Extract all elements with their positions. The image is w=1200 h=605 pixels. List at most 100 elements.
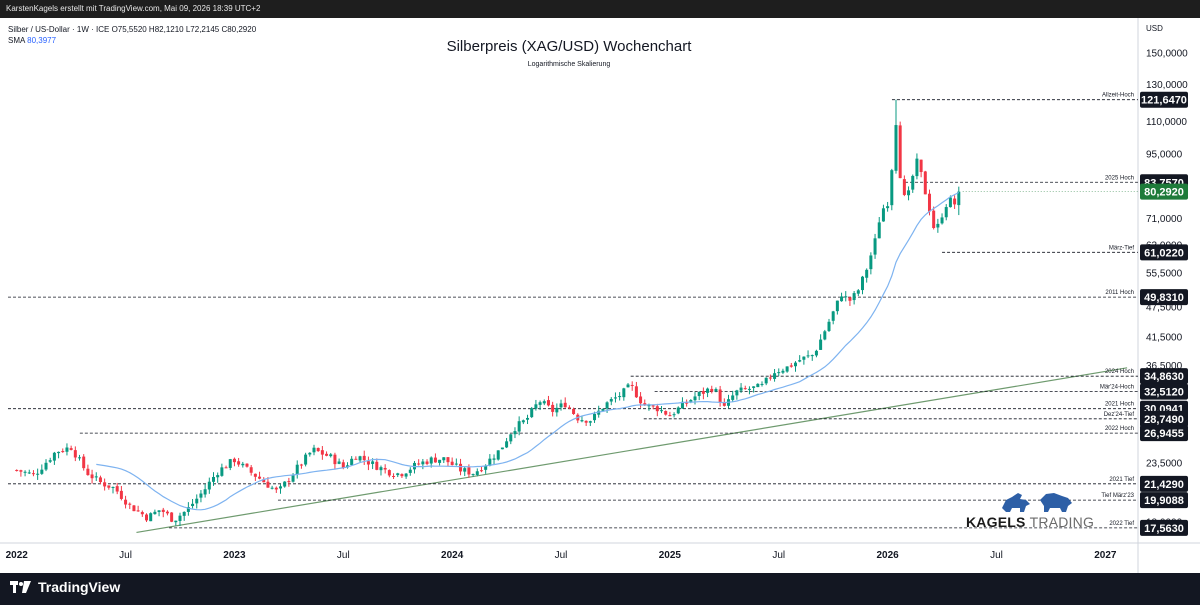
level-note: Tief März'23 [1101, 493, 1134, 499]
candle-body [639, 396, 643, 404]
time-tick-label: Jul [119, 550, 132, 561]
candle-body [823, 331, 827, 340]
level-note: Allzeit-Hoch [1102, 93, 1134, 99]
candle-body [170, 512, 174, 522]
candle-body [274, 487, 278, 490]
candle-body [551, 404, 555, 412]
legend-sma-line: SMA 80,3977 [8, 35, 256, 46]
candle-body [145, 514, 149, 521]
candle-body [668, 415, 672, 417]
candle-body [111, 486, 115, 488]
price-tick-label: 110,0000 [1146, 117, 1187, 128]
candle-body [232, 458, 236, 463]
price-label-box [1140, 289, 1188, 306]
candle-body [643, 403, 647, 406]
time-tick-label: 2022 [6, 550, 29, 561]
candle-body [505, 441, 509, 448]
candle-body [40, 469, 44, 474]
candle-body [258, 476, 262, 479]
candle-body [375, 461, 379, 470]
candle-body [308, 452, 312, 455]
price-label-box [1140, 410, 1188, 427]
candle-body [132, 505, 136, 512]
tradingview-logo[interactable]: TradingView [10, 579, 120, 595]
candle-body [768, 377, 772, 379]
candle-body [241, 463, 245, 466]
candle-body [396, 473, 400, 476]
candle-body [57, 451, 61, 454]
candle-body [278, 486, 282, 489]
brand-name-light: TRADING [1029, 514, 1095, 530]
candle-body [559, 403, 563, 408]
candle-body [660, 410, 664, 412]
chart-area[interactable]: 150,0000130,0000110,000095,000071,000063… [0, 18, 1200, 573]
candle-body [78, 457, 82, 459]
candle-body [362, 455, 366, 461]
time-tick-label: 2024 [441, 550, 464, 561]
level-note: Dez'24-Tief [1104, 412, 1135, 418]
level-note: 2022 Hoch [1105, 426, 1134, 432]
candle-body [567, 407, 571, 409]
price-tick-label: 36,5000 [1146, 361, 1183, 372]
candle-body [618, 396, 622, 398]
candle-body [316, 447, 320, 452]
attribution-text: KarstenKagels erstellt mit TradingView.c… [6, 4, 261, 13]
candle-body [421, 461, 425, 465]
candle-body [325, 453, 329, 456]
candle-body [178, 515, 182, 521]
candle-body [526, 417, 530, 420]
price-label-box [1140, 492, 1188, 509]
legend-symbol-line: Silber / US-Dollar · 1W · ICE O75,5520 H… [8, 25, 257, 34]
candle-body [802, 356, 806, 360]
candle-body [672, 414, 676, 416]
candle-body [940, 217, 944, 224]
candlestick-chart[interactable]: 150,0000130,0000110,000095,000071,000063… [0, 18, 1200, 573]
candle-body [852, 293, 856, 301]
candle-body [509, 434, 513, 442]
price-tick-label: 71,0000 [1146, 214, 1183, 225]
candle-body [827, 321, 831, 331]
candle-body [312, 447, 316, 453]
candle-body [199, 493, 203, 498]
candle-body [459, 463, 463, 472]
candle-body [609, 399, 613, 402]
candle-body [588, 421, 592, 423]
candle-body [467, 467, 471, 475]
candle-body [894, 125, 898, 171]
price-tick-label: 95,0000 [1146, 149, 1183, 160]
support-trendline [136, 367, 1128, 534]
candle-body [27, 472, 31, 474]
candle-body [203, 489, 207, 495]
candle-body [634, 386, 638, 398]
candle-body [555, 407, 559, 413]
candle-body [890, 170, 894, 206]
level-note: 2022 Tief [1109, 521, 1134, 527]
time-tick-label: Jul [337, 550, 350, 561]
candle-body [685, 402, 689, 404]
candle-body [601, 408, 605, 411]
time-tick-label: Jul [772, 550, 785, 561]
candle-body [161, 509, 165, 512]
candle-body [471, 474, 475, 476]
candle-body [186, 507, 190, 512]
candle-body [195, 498, 199, 504]
level-note: Mär'24-Hoch [1100, 385, 1134, 391]
candle-body [597, 410, 601, 415]
tradingview-brand-text: TradingView [38, 579, 121, 595]
candle-body [417, 463, 421, 465]
candle-body [304, 454, 308, 465]
candle-body [513, 431, 517, 435]
candle-body [94, 476, 98, 478]
candle-body [915, 158, 919, 177]
candle-body [793, 362, 797, 367]
candle-body [680, 401, 684, 409]
price-label-box [1140, 475, 1188, 492]
candle-body [689, 400, 693, 403]
candle-body [521, 420, 525, 423]
candle-body [337, 461, 341, 464]
candle-body [98, 477, 102, 483]
candle-body [354, 458, 358, 460]
candle-body [957, 191, 961, 206]
price-label: 19,9088 [1144, 495, 1184, 507]
candle-body [86, 468, 90, 476]
